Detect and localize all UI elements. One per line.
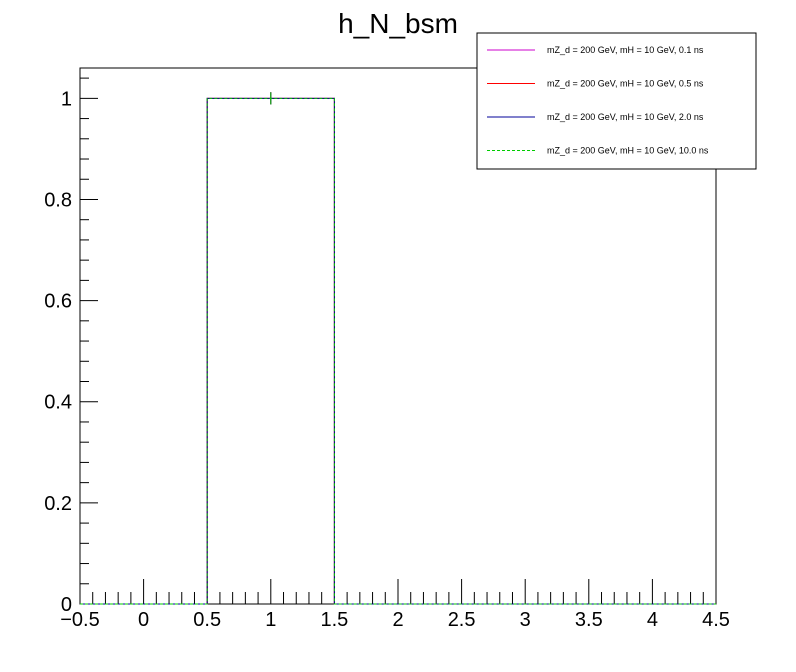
x-tick-label: 3 (520, 609, 531, 631)
legend-entry: mZ_d = 200 GeV, mH = 10 GeV, 10.0 ns (547, 146, 709, 156)
series-step-line (80, 97, 716, 605)
y-tick-label: 1 (61, 88, 72, 110)
x-tick-label: 2.5 (448, 609, 476, 631)
series-step-line (80, 97, 716, 605)
x-tick-label: 4 (647, 609, 658, 631)
y-tick-label: 0.8 (44, 189, 72, 211)
legend-box (476, 32, 757, 170)
y-tick-label: 0 (61, 594, 72, 616)
x-tick-label: 1 (265, 609, 276, 631)
x-tick-label: 3.5 (575, 609, 603, 631)
x-tick-label: 0 (138, 609, 149, 631)
x-tick-label: 4.5 (702, 609, 730, 631)
legend-entry: mZ_d = 200 GeV, mH = 10 GeV, 0.5 ns (547, 79, 704, 89)
x-tick-label: 0.5 (193, 609, 221, 631)
series-group (80, 92, 716, 605)
chart-title: h_N_bsm (338, 8, 458, 39)
series-step-line (80, 97, 716, 605)
legend-entry: mZ_d = 200 GeV, mH = 10 GeV, 2.0 ns (547, 112, 704, 122)
y-tick-label: 0.6 (44, 291, 72, 313)
legend-entry: mZ_d = 200 GeV, mH = 10 GeV, 0.1 ns (547, 45, 704, 55)
legend: mZ_d = 200 GeV, mH = 10 GeV, 0.1 ns mZ_d … (476, 32, 757, 170)
series-4 (80, 92, 716, 605)
x-tick-label: −0.5 (60, 609, 99, 631)
y-tick-label: 0.2 (44, 493, 72, 515)
series-step-line (80, 97, 716, 605)
y-tick-label: 0.4 (44, 392, 72, 414)
x-tick-label: 2 (392, 609, 403, 631)
x-tick-label: 1.5 (320, 609, 348, 631)
